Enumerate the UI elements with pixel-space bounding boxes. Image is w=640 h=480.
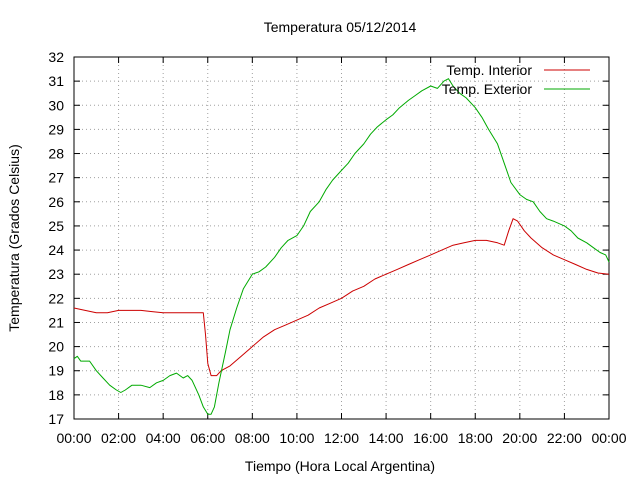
- y-tick-label: 27: [48, 170, 64, 186]
- chart-title: Temperatura 05/12/2014: [264, 19, 417, 35]
- y-tick-label: 28: [48, 146, 64, 162]
- x-tick-label: 22:00: [547, 430, 582, 446]
- y-tick-label: 31: [48, 73, 64, 89]
- y-tick-label: 24: [48, 242, 64, 258]
- x-tick-label: 18:00: [458, 430, 493, 446]
- x-tick-label: 00:00: [591, 430, 626, 446]
- y-tick-label: 22: [48, 290, 64, 306]
- x-tick-label: 10:00: [279, 430, 314, 446]
- y-tick-label: 21: [48, 314, 64, 330]
- x-tick-label: 06:00: [190, 430, 225, 446]
- grid: [74, 57, 609, 419]
- y-tick-label: 19: [48, 363, 64, 379]
- y-axis-label: Temperatura (Grados Celsius): [6, 144, 22, 332]
- y-axis-ticks: 17 18 19 20 21 22 23 24 25 26 27 28 29 30 31 32: [48, 49, 609, 427]
- x-axis-label: Tiempo (Hora Local Argentina): [245, 458, 435, 474]
- y-tick-label: 17: [48, 411, 64, 427]
- x-tick-label: 16:00: [413, 430, 448, 446]
- x-tick-label: 20:00: [502, 430, 537, 446]
- x-tick-label: 00:00: [56, 430, 91, 446]
- y-tick-label: 32: [48, 49, 64, 65]
- series-line-exterior: [73, 78, 610, 415]
- x-tick-label: 08:00: [235, 430, 270, 446]
- x-tick-label: 02:00: [101, 430, 136, 446]
- series-line-interior: [73, 218, 610, 377]
- y-tick-label: 20: [48, 339, 64, 355]
- legend-label-interior: Temp. Interior: [446, 62, 532, 78]
- y-tick-label: 26: [48, 194, 64, 210]
- x-tick-label: 12:00: [324, 430, 359, 446]
- x-tick-label: 04:00: [146, 430, 181, 446]
- y-tick-label: 29: [48, 121, 64, 137]
- x-axis-ticks: 00:00 02:00 04:00 06:00 08:00 10:00 12:00 14:00…: [56, 57, 627, 446]
- series-lines: [73, 78, 610, 415]
- y-tick-label: 30: [48, 97, 64, 113]
- legend-label-exterior: Temp. Exterior: [442, 81, 533, 97]
- legend: Temp. Interior Temp. Exterior: [442, 62, 590, 97]
- y-tick-label: 23: [48, 266, 64, 282]
- y-tick-label: 25: [48, 218, 64, 234]
- x-tick-label: 14:00: [369, 430, 404, 446]
- y-tick-label: 18: [48, 387, 64, 403]
